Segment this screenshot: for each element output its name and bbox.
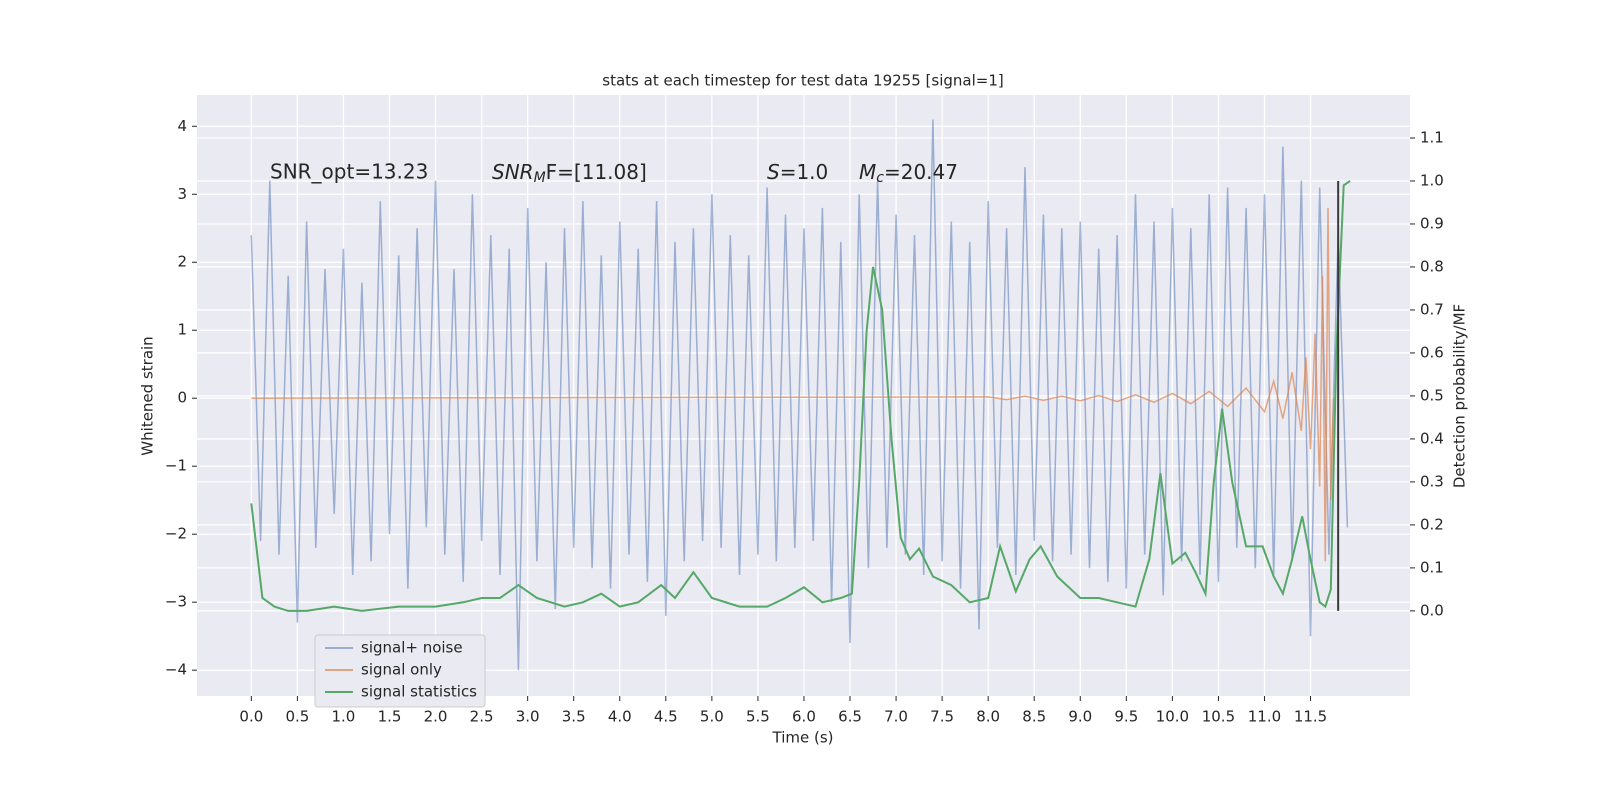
- x-tick-label: 1.5: [378, 708, 402, 726]
- y-tick-label: 2: [177, 253, 187, 271]
- annotation-part: M: [534, 170, 546, 186]
- x-tick-label: 5.0: [700, 708, 724, 726]
- annotation: Mc=20.47: [859, 160, 958, 187]
- annotation-part: F=[11.08]: [546, 160, 647, 184]
- annotation-part: S: [767, 160, 780, 184]
- y-tick-label: −3: [165, 593, 187, 611]
- y2-tick-label: 0.3: [1420, 472, 1444, 490]
- legend-label: signal+ noise: [361, 639, 463, 657]
- x-tick-label: 11.0: [1248, 708, 1281, 726]
- annotation-part: M: [859, 160, 876, 184]
- series-line: [250, 180, 1351, 612]
- y-tick-label: 1: [177, 321, 187, 339]
- x-tick-label: 2.0: [424, 708, 448, 726]
- annotation-part: SNR: [492, 160, 534, 184]
- x-tick-label: 4.5: [654, 708, 678, 726]
- x-tick-label: 6.5: [838, 708, 862, 726]
- y2-tick-label: 0.9: [1420, 214, 1444, 232]
- y2-tick-label: 0.8: [1420, 257, 1444, 275]
- legend-label: signal statistics: [361, 683, 477, 701]
- y2-tick-label: 1.1: [1420, 128, 1444, 146]
- y-tick-label: 3: [177, 185, 187, 203]
- x-tick-label: 9.5: [1114, 708, 1138, 726]
- chart-title: stats at each timestep for test data 192…: [602, 72, 1003, 90]
- x-tick-label: 4.0: [608, 708, 632, 726]
- x-tick-label: 8.5: [1022, 708, 1046, 726]
- x-tick-label: 10.5: [1202, 708, 1235, 726]
- y2-tick-label: 0.2: [1420, 515, 1444, 533]
- x-tick-label: 5.5: [746, 708, 770, 726]
- annotation: S=1.0: [767, 160, 828, 184]
- x-tick-label: 9.0: [1068, 708, 1092, 726]
- x-tick-label: 3.0: [516, 708, 540, 726]
- series-line: [251, 207, 1335, 562]
- x-tick-label: 3.5: [562, 708, 586, 726]
- annotation: SNRMF=[11.08]: [492, 160, 647, 187]
- y2-axis-label: Detection probability/MF: [1451, 304, 1469, 488]
- x-axis-label: Time (s): [772, 729, 834, 747]
- annotation-part: =1.0: [780, 160, 829, 184]
- y-tick-label: −4: [165, 661, 187, 679]
- y2-tick-label: 0.4: [1420, 429, 1444, 447]
- annotation-part: =20.47: [884, 160, 958, 184]
- x-tick-label: 8.0: [976, 708, 1000, 726]
- x-tick-label: 7.5: [930, 708, 954, 726]
- x-tick-label: 1.0: [332, 708, 356, 726]
- series-line: [250, 119, 1349, 671]
- y2-tick-label: 1.0: [1420, 171, 1444, 189]
- y-tick-label: 0: [177, 389, 187, 407]
- y-tick-label: 4: [177, 117, 187, 135]
- y2-tick-label: 0.1: [1420, 558, 1444, 576]
- y2-tick-label: 0.7: [1420, 300, 1444, 318]
- y-tick-label: −1: [165, 457, 187, 475]
- x-tick-label: 2.5: [470, 708, 494, 726]
- y2-tick-label: 0.6: [1420, 343, 1444, 361]
- x-tick-label: 0.5: [285, 708, 309, 726]
- y2-tick-label: 0.0: [1420, 601, 1444, 619]
- x-tick-label: 7.0: [884, 708, 908, 726]
- y-tick-label: −2: [165, 525, 187, 543]
- x-tick-label: 10.0: [1156, 708, 1189, 726]
- annotation: SNR_opt=13.23: [270, 160, 428, 184]
- annotation-part: c: [876, 170, 884, 186]
- x-tick-label: 0.0: [239, 708, 263, 726]
- x-tick-label: 11.5: [1294, 708, 1327, 726]
- x-tick-label: 6.0: [792, 708, 816, 726]
- y-axis-label: Whitened strain: [139, 336, 157, 455]
- y2-tick-label: 0.5: [1420, 386, 1444, 404]
- legend-box: [314, 634, 486, 708]
- legend-label: signal only: [361, 661, 442, 679]
